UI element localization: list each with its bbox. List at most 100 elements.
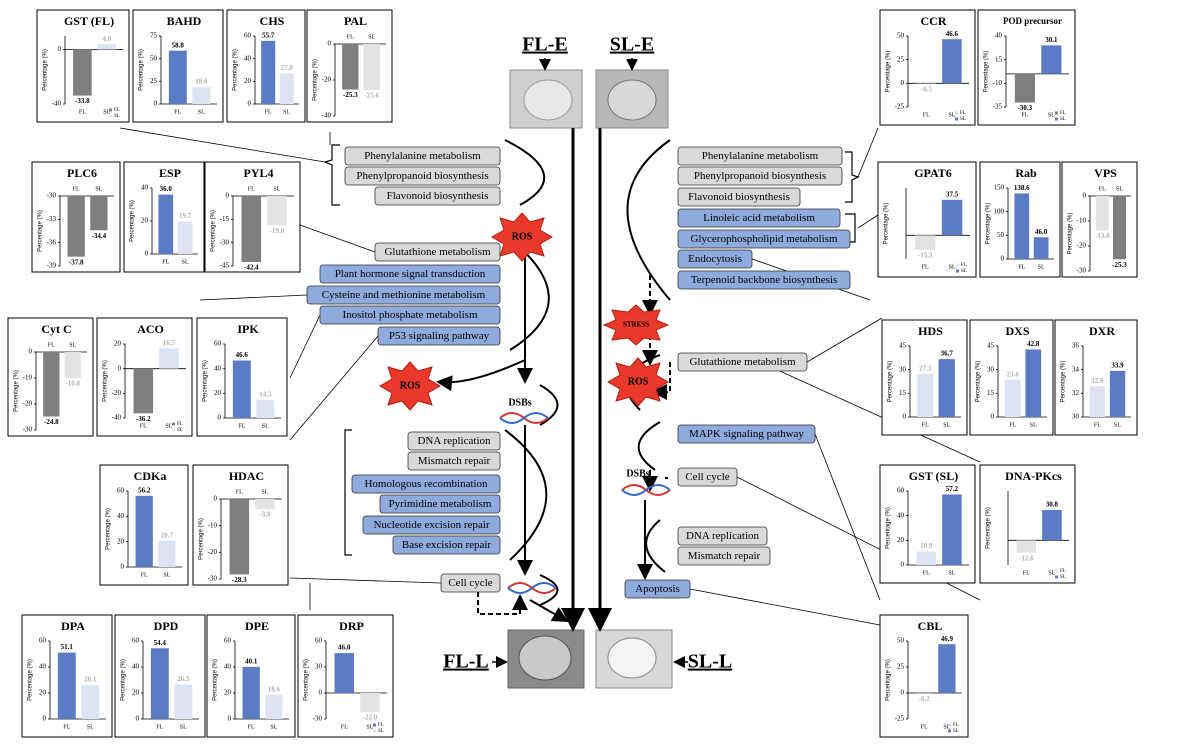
chart-title: PYL4: [244, 166, 274, 180]
y-tick-label: 0: [319, 689, 323, 697]
y-tick-label: 0: [58, 45, 62, 53]
value-label: 46.6: [236, 351, 249, 359]
legend-swatch: [373, 729, 376, 733]
pathway-label: Glycerophospholipid metabolism: [691, 233, 838, 245]
y-tick-label: 60: [117, 487, 125, 495]
category-label: SL: [949, 264, 956, 270]
y-axis-label: Percentage (%): [886, 507, 892, 549]
y-tick-label: -20: [322, 76, 332, 84]
y-tick-label: 20: [224, 689, 232, 697]
pathway-box: [677, 467, 738, 487]
pathway-box: [377, 326, 501, 346]
y-tick-label: 20: [897, 536, 905, 544]
category-label: SL: [283, 109, 290, 115]
y-tick-label: 0: [1083, 192, 1087, 200]
value-label: 32.6: [1091, 377, 1104, 385]
dsbs-label: DSBs: [508, 397, 531, 408]
y-tick-label: 20: [214, 389, 222, 397]
legend-label: FL: [953, 723, 959, 728]
y-axis-label: Percentage (%): [884, 203, 890, 245]
y-tick-label: 150: [994, 184, 1005, 192]
category-label: SL: [261, 489, 268, 495]
value-label: 46.9: [941, 635, 954, 643]
y-axis-label: Percentage (%): [1061, 361, 1067, 403]
y-tick-label: 25: [150, 77, 158, 85]
chart-title: POD precursor: [1003, 16, 1062, 26]
legend-label: FL: [114, 108, 120, 113]
bar-chart: DPD Percentage (%) 0 20 40 60 54.4 FL 26.5 SL: [114, 614, 206, 738]
legend-label: SL: [960, 117, 966, 122]
y-tick-label: 20: [114, 340, 122, 348]
value-label: 23.6: [1007, 370, 1020, 378]
category-label: SL: [1114, 422, 1121, 428]
y-tick-label: 40: [214, 364, 222, 372]
bar: [64, 352, 81, 378]
value-label: 58.8: [172, 41, 185, 49]
connector: [759, 361, 981, 463]
bar-chart: DXS Percentage (%) 0 15 30 45 23.6 FL 42.8 SL: [969, 319, 1054, 436]
y-tick-label: 45: [987, 342, 995, 350]
value-label: 16.5: [163, 339, 176, 347]
dsbs-label: DSBs: [626, 468, 649, 479]
brace: [344, 429, 352, 556]
y-tick-label: 15: [987, 389, 995, 397]
value-label: -22.0: [363, 714, 378, 722]
y-tick-label: 20: [39, 689, 47, 697]
y-axis-label: Percentage (%): [304, 659, 310, 701]
pathway-box: [677, 208, 841, 228]
y-tick-label: -10: [1077, 217, 1087, 225]
bar-chart: DPE Percentage (%) 0 20 40 60 40.1 FL 18.6 SL: [206, 614, 296, 738]
value-label: -3.8: [259, 511, 271, 519]
pathway-box: [392, 535, 501, 555]
y-tick-label: -10: [23, 374, 33, 382]
stress-label: STRESS: [623, 321, 649, 329]
y-axis-label: Percentage (%): [14, 370, 20, 412]
category-label: FL: [921, 724, 928, 730]
pathway-label: Linoleic acid metabolism: [703, 212, 815, 224]
y-axis-label: Percentage (%): [211, 210, 217, 252]
chart-title: PAL: [344, 14, 367, 28]
y-tick-label: 60: [315, 637, 323, 645]
pathway-label: Endocytosis: [688, 253, 742, 265]
pathway-box: [306, 285, 501, 305]
value-label: 30.1: [1045, 36, 1058, 44]
y-axis-label: Percentage (%): [886, 51, 892, 93]
connector: [289, 314, 321, 379]
bar-chart: BAHD Percentage (%) 0 25 50 75 58.8 FL 18.6 SL: [132, 9, 224, 123]
value-label: 36.0: [160, 185, 173, 193]
category-label: FL: [156, 724, 163, 730]
category-label: SL: [943, 422, 950, 428]
pathway-label: Glutathione metabolism: [384, 246, 490, 258]
sl-e-label: SL-E: [610, 34, 654, 56]
bar-chart: PYL4 Percentage (%) -45 -30 -15 0 -42.4 FL -19.0…: [204, 161, 301, 273]
arrow: [651, 362, 671, 400]
bar: [1025, 349, 1042, 417]
pathway-box: [351, 474, 501, 494]
y-tick-label: -25: [895, 103, 905, 111]
y-tick-label: 0: [121, 563, 125, 571]
category-label: FL: [238, 423, 245, 429]
y-tick-label: 40: [244, 54, 252, 62]
category-label: SL: [1038, 264, 1045, 270]
bar: [97, 44, 117, 50]
bar: [158, 194, 174, 254]
value-label: 54.4: [154, 639, 167, 647]
ros-label: ROS: [628, 376, 649, 387]
bar: [158, 540, 176, 567]
bar-chart: PAL Percentage (%) -40 -20 0 -25.3 FL -25.6 SL: [306, 9, 393, 123]
legend-swatch: [373, 723, 376, 727]
pathway-box: [677, 249, 753, 269]
y-tick-label: -30: [23, 426, 33, 434]
curve: [539, 574, 559, 606]
y-tick-label: 0: [145, 250, 149, 258]
bar: [938, 359, 955, 417]
y-tick-label: 20: [141, 217, 149, 225]
y-tick-label: -40: [112, 414, 122, 422]
pathway-box: [677, 146, 843, 166]
y-tick-label: 15: [995, 55, 1003, 63]
y-tick-label: 50: [897, 32, 905, 40]
category-label: FL: [248, 724, 255, 730]
